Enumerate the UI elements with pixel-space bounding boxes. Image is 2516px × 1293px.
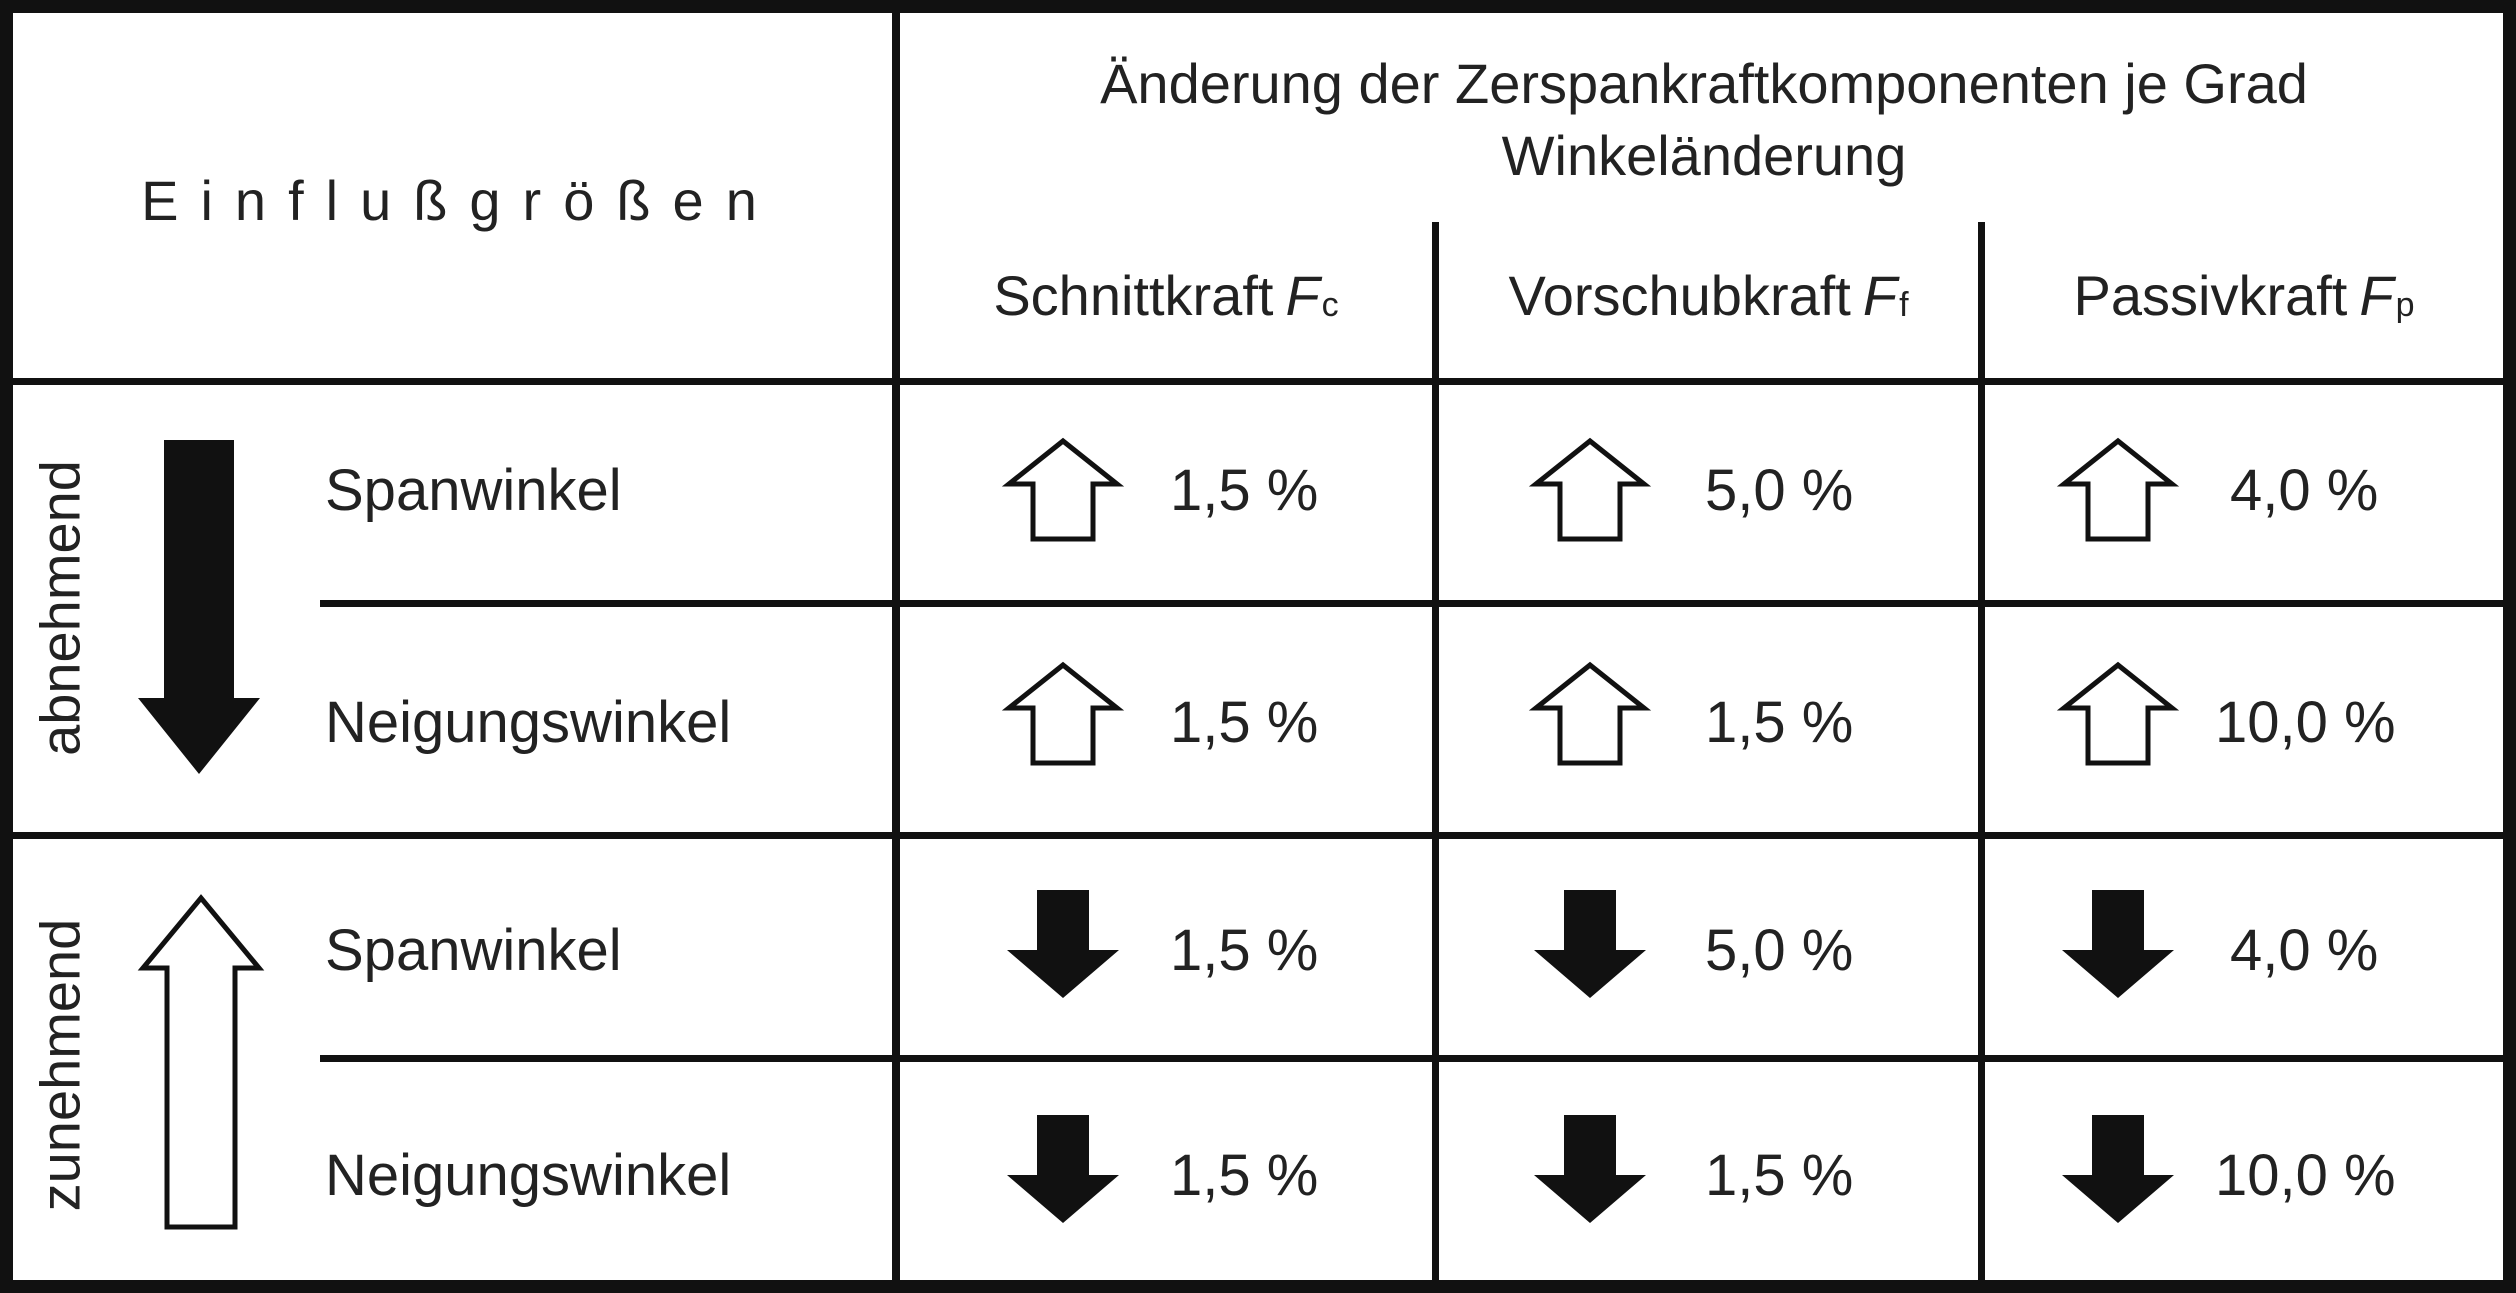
value-cell: 1,5 % [1170,917,1319,983]
row-label-rake-angle: Spanwinkel [325,917,622,983]
value-cell: 1,5 % [1705,1142,1854,1208]
row-label-rake-angle: Spanwinkel [325,457,622,523]
filled-down-arrow-icon [1007,890,1119,998]
outline-up-arrow-icon [1528,437,1652,542]
outline-up-arrow-icon [2056,661,2180,766]
big-filled-down-arrow-icon [138,440,260,774]
table-title-line2: Winkeländerung [1501,124,1907,187]
group-divider [0,832,2516,839]
force-symbol: F [2359,263,2394,327]
outline-up-arrow-icon [1001,437,1125,542]
force-symbol: F [1862,263,1898,327]
row-divider-1 [320,600,2516,607]
header-bottom-line [0,378,2516,385]
value-cell: 4,0 % [2230,457,2379,523]
column-header-feed-force: Vorschubkraft F f [1439,240,1978,350]
filled-down-arrow-icon [1007,1115,1119,1223]
force-subscript: c [1321,285,1339,324]
vertical-divider-col1 [1432,222,1439,1293]
filled-down-arrow-icon [2062,890,2174,998]
filled-down-arrow-icon [1534,890,1646,998]
filled-down-arrow-icon [2062,1115,2174,1223]
column-header-label: Passivkraft [2073,263,2348,327]
value-cell: 1,5 % [1170,689,1319,755]
value-cell: 10,0 % [2215,1142,2396,1208]
force-subscript: p [2395,285,2415,324]
outline-up-arrow-icon [2056,437,2180,542]
outline-up-arrow-icon [1001,661,1125,766]
row-label-inclination-angle: Neigungswinkel [325,1142,732,1208]
value-cell: 1,5 % [1705,689,1854,755]
outline-up-arrow-icon [1528,661,1652,766]
group-label-increasing: zunehmend [28,918,92,1212]
force-symbol: F [1285,263,1320,327]
force-subscript: f [1899,285,1909,324]
value-cell: 1,5 % [1170,457,1319,523]
column-header-label: Vorschubkraft [1508,263,1851,327]
value-cell: 4,0 % [2230,917,2379,983]
vertical-divider-col2 [1978,222,1985,1293]
table-title: Änderung der Zerspankraftkomponenten je … [902,40,2506,200]
value-cell: 5,0 % [1705,917,1854,983]
influences-header: Einflußgrößen [141,168,779,232]
big-outline-up-arrow-icon [137,894,265,1230]
table-title-line1: Änderung der Zerspankraftkomponenten je … [1100,52,2308,115]
value-cell: 1,5 % [1170,1142,1319,1208]
row-divider-3 [320,1055,2516,1062]
column-header-passive-force: Passivkraft F p [1985,240,2503,350]
column-header-cutting-force: Schnittkraft F c [900,240,1432,350]
filled-down-arrow-icon [1534,1115,1646,1223]
vertical-divider-main [892,0,900,1293]
value-cell: 10,0 % [2215,689,2396,755]
row-label-inclination-angle: Neigungswinkel [325,689,732,755]
column-header-label: Schnittkraft [993,263,1274,327]
value-cell: 5,0 % [1705,457,1854,523]
group-label-decreasing: abnehmend [28,460,92,756]
